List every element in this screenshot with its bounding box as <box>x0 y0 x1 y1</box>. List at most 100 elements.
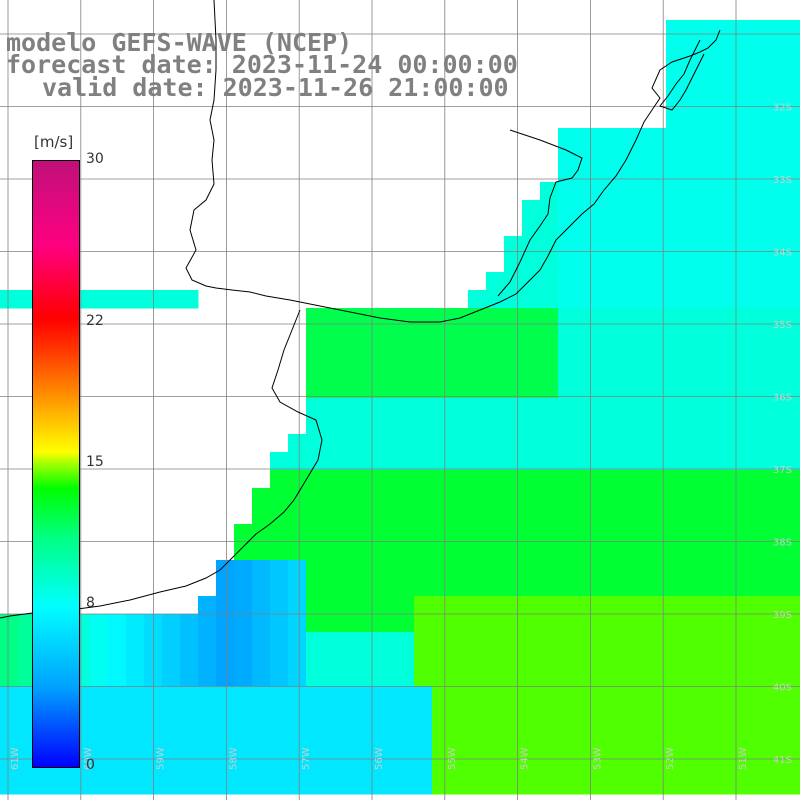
wind-cell <box>396 722 415 741</box>
wind-cell <box>702 650 721 669</box>
wind-cell <box>540 668 559 687</box>
wind-cell <box>558 272 577 291</box>
wind-cell <box>630 218 649 237</box>
wind-cell <box>756 776 775 795</box>
wind-cell <box>594 524 613 543</box>
wind-cell <box>288 614 307 633</box>
wind-cell <box>522 722 541 741</box>
wind-cell <box>504 542 523 561</box>
wind-cell <box>594 272 613 291</box>
wind-cell <box>18 704 37 723</box>
wind-cell <box>702 38 721 57</box>
wind-cell <box>702 74 721 93</box>
wind-cell <box>198 758 217 777</box>
wind-cell <box>396 668 415 687</box>
wind-cell <box>720 542 739 561</box>
wind-cell <box>432 596 451 615</box>
wind-cell <box>360 722 379 741</box>
wind-cell <box>576 272 595 291</box>
colorbar-tick-label: 0 <box>86 757 95 773</box>
wind-cell <box>342 488 361 507</box>
wind-cell <box>792 146 800 165</box>
wind-cell <box>360 686 379 705</box>
wind-cell <box>558 470 577 489</box>
wind-cell <box>504 686 523 705</box>
wind-cell <box>324 596 343 615</box>
wind-cell <box>684 290 703 309</box>
wind-cell <box>666 290 685 309</box>
wind-cell <box>774 560 793 579</box>
wind-cell <box>720 146 739 165</box>
wind-cell <box>792 470 800 489</box>
wind-cell <box>558 290 577 309</box>
wind-cell <box>594 326 613 345</box>
wind-cell <box>36 776 55 795</box>
wind-cell <box>306 452 325 471</box>
wind-cell <box>450 416 469 435</box>
wind-cell <box>774 74 793 93</box>
wind-cell <box>684 362 703 381</box>
wind-cell <box>540 290 559 309</box>
wind-cell <box>504 632 523 651</box>
wind-cell <box>486 488 505 507</box>
wind-cell <box>324 776 343 795</box>
wind-cell <box>216 722 235 741</box>
wind-cell <box>738 416 757 435</box>
wind-cell <box>450 434 469 453</box>
wind-cell <box>288 578 307 597</box>
wind-cell <box>432 524 451 543</box>
latitude-label: 32S <box>773 103 792 114</box>
wind-cell <box>630 398 649 417</box>
wind-cell <box>288 470 307 489</box>
wind-cell <box>612 578 631 597</box>
wind-cell <box>180 614 199 633</box>
wind-cell <box>306 758 325 777</box>
wind-cell <box>234 614 253 633</box>
wind-cell <box>432 326 451 345</box>
wind-cell <box>720 452 739 471</box>
wind-cell <box>108 290 127 309</box>
wind-cell <box>414 596 433 615</box>
wind-cell <box>522 218 541 237</box>
wind-cell <box>684 668 703 687</box>
wind-cell <box>450 542 469 561</box>
wind-cell <box>432 578 451 597</box>
wind-cell <box>576 704 595 723</box>
wind-cell <box>234 560 253 579</box>
wind-cell <box>792 722 800 741</box>
wind-cell <box>18 758 37 777</box>
wind-cell <box>342 740 361 759</box>
wind-cell <box>72 776 91 795</box>
wind-cell <box>738 74 757 93</box>
wind-cell <box>306 686 325 705</box>
wind-cell <box>612 416 631 435</box>
wind-cell <box>792 596 800 615</box>
wind-cell <box>522 596 541 615</box>
wind-cell <box>432 452 451 471</box>
wind-cell <box>774 470 793 489</box>
wind-cell <box>720 254 739 273</box>
wind-cell <box>630 596 649 615</box>
wind-cell <box>684 110 703 129</box>
wind-cell <box>594 308 613 327</box>
wind-cell <box>792 668 800 687</box>
wind-cell <box>558 614 577 633</box>
wind-cell <box>702 560 721 579</box>
colorbar-tick-label: 8 <box>86 595 95 612</box>
latitude-label: 34S <box>773 248 792 259</box>
wind-cell <box>486 416 505 435</box>
wind-cell <box>90 704 109 723</box>
wind-cell <box>432 362 451 381</box>
wind-cell <box>648 416 667 435</box>
wind-cell <box>252 632 271 651</box>
wind-cell <box>396 704 415 723</box>
wind-cell <box>252 560 271 579</box>
wind-cell <box>432 740 451 759</box>
wind-cell <box>234 650 253 669</box>
wind-cell <box>720 128 739 147</box>
wind-cell <box>684 146 703 165</box>
wind-cell <box>396 488 415 507</box>
wind-cell <box>666 146 685 165</box>
wind-cell <box>612 758 631 777</box>
wind-cell <box>180 668 199 687</box>
